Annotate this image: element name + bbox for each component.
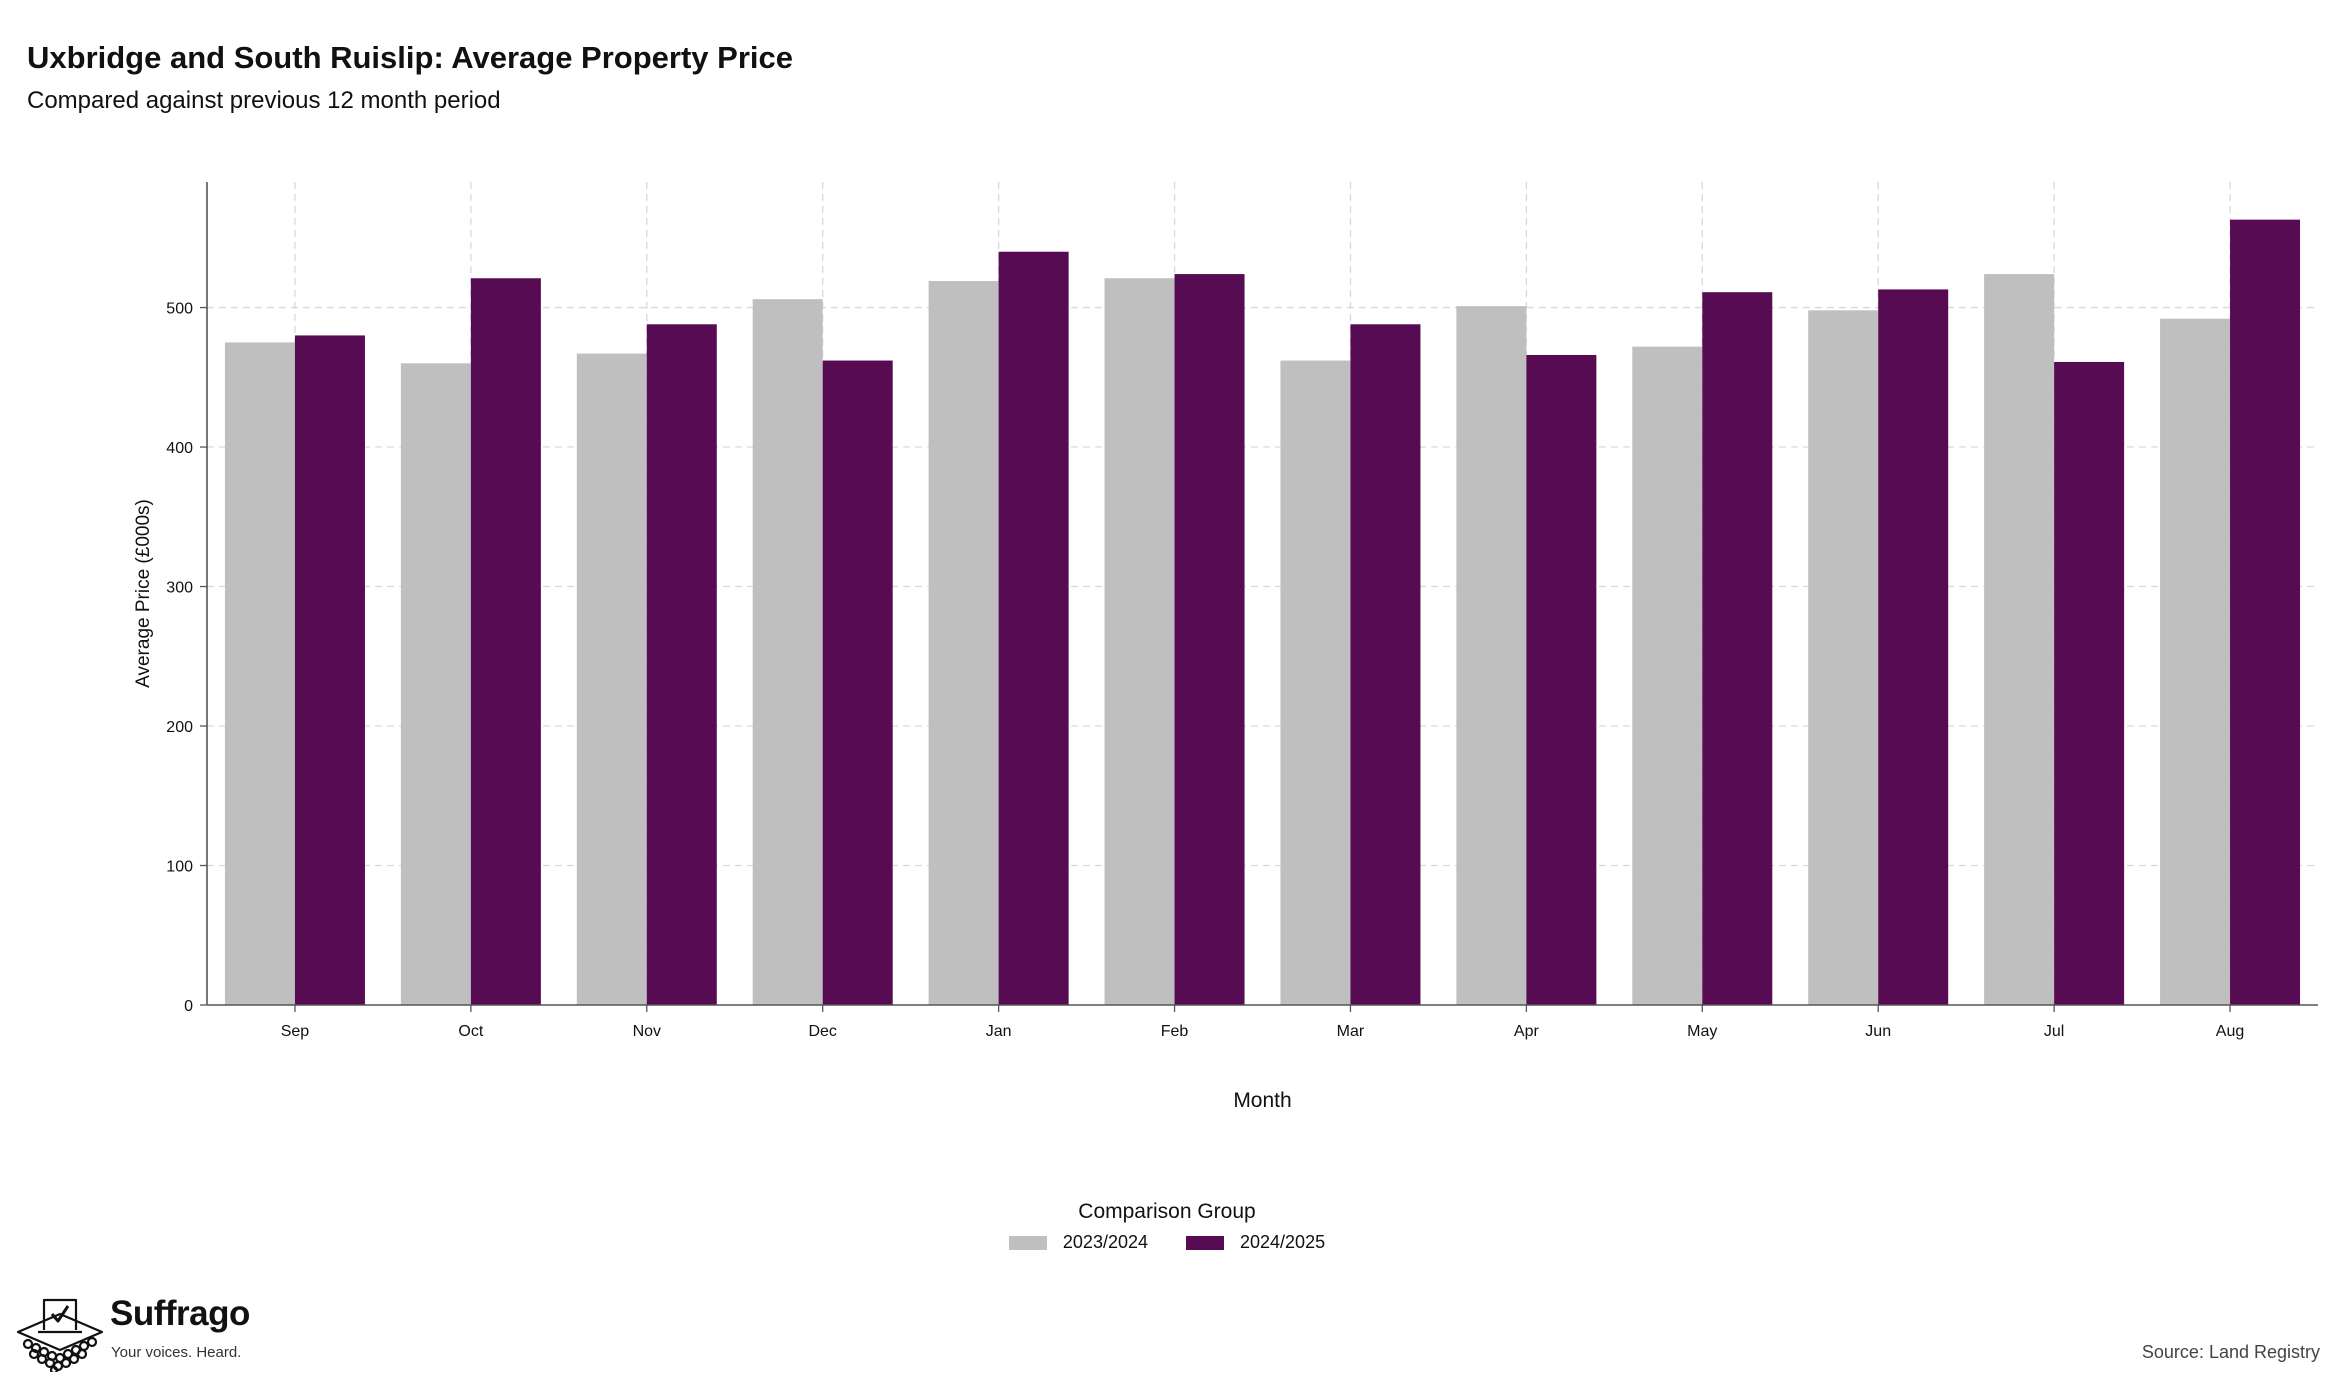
y-axis-title: Average Price (£000s) xyxy=(133,499,154,688)
x-tick-label-aug: Aug xyxy=(2216,1023,2244,1040)
bar-2024-2025-may xyxy=(1702,292,1773,1005)
x-tick-label-jan: Jan xyxy=(986,1023,1012,1040)
bar-2024-2025-dec xyxy=(822,360,893,1005)
y-tick-label: 400 xyxy=(166,440,193,457)
bar-2024-2025-sep xyxy=(294,335,365,1005)
y-tick-label: 500 xyxy=(166,301,193,318)
x-tick-label-jun: Jun xyxy=(1865,1023,1891,1040)
x-axis-title: Month xyxy=(1233,1089,1291,1112)
source-note: Source: Land Registry xyxy=(2141,1342,2320,1362)
bar-2023-2024-aug xyxy=(2160,318,2231,1006)
ballot-box-logo-icon xyxy=(16,1298,104,1372)
y-tick-label: 300 xyxy=(166,580,193,597)
bar-2024-2025-jul xyxy=(2054,361,2125,1005)
legend-swatch-2023-2024 xyxy=(1008,1235,1047,1250)
bar-2024-2025-feb xyxy=(1174,274,1245,1005)
brand-tagline: Your voices. Heard. xyxy=(111,1344,242,1361)
bar-2024-2025-oct xyxy=(470,278,541,1005)
x-tick-label-nov: Nov xyxy=(633,1023,661,1040)
bar-2023-2024-dec xyxy=(752,299,823,1006)
legend-item-2024-2025: 2024/2025 xyxy=(1186,1232,1325,1253)
bar-2023-2024-feb xyxy=(1104,278,1175,1005)
legend-title: Comparison Group xyxy=(1078,1200,1256,1223)
bar-2023-2024-may xyxy=(1632,346,1703,1006)
bar-2024-2025-mar xyxy=(1350,324,1421,1005)
brand-block: Suffrago Your voices. Heard. xyxy=(14,1292,274,1372)
x-tick-label-jul: Jul xyxy=(2044,1023,2064,1040)
bar-2024-2025-jan xyxy=(998,251,1069,1006)
legend-label-2024-2025: 2024/2025 xyxy=(1240,1232,1326,1252)
bar-2024-2025-apr xyxy=(1526,354,1597,1005)
legend-swatch-2024-2025 xyxy=(1186,1235,1224,1250)
bar-2024-2025-jun xyxy=(1878,289,1949,1006)
bar-2023-2024-nov xyxy=(576,353,647,1005)
bar-2023-2024-jul xyxy=(1984,274,2055,1005)
bar-2024-2025-aug xyxy=(2230,219,2301,1005)
x-tick-label-apr: Apr xyxy=(1514,1023,1540,1040)
chart-subtitle: Compared against previous 12 month perio… xyxy=(27,87,501,114)
bar-2023-2024-jan xyxy=(928,281,999,1006)
brand-name: Suffrago xyxy=(110,1294,250,1333)
bar-2023-2024-oct xyxy=(400,363,471,1005)
x-tick-label-may: May xyxy=(1687,1023,1717,1040)
legend: Comparison Group 2023/2024 2024/2025 xyxy=(0,1200,2334,1253)
y-tick-label: 100 xyxy=(166,859,193,876)
bar-2024-2025-nov xyxy=(646,324,717,1005)
y-tick-label: 0 xyxy=(184,998,193,1015)
bar-2023-2024-sep xyxy=(224,342,295,1005)
x-tick-label-feb: Feb xyxy=(1161,1023,1189,1040)
x-tick-label-mar: Mar xyxy=(1337,1023,1365,1040)
y-tick-label: 200 xyxy=(166,719,193,736)
x-tick-label-oct: Oct xyxy=(458,1023,483,1040)
legend-label-2023-2024: 2023/2024 xyxy=(1062,1232,1148,1252)
legend-items: 2023/2024 2024/2025 xyxy=(0,1232,2334,1253)
bar-2023-2024-mar xyxy=(1280,360,1351,1005)
bar-2023-2024-jun xyxy=(1808,310,1879,1005)
x-tick-label-sep: Sep xyxy=(281,1023,310,1040)
legend-item-2023-2024: 2023/2024 xyxy=(1008,1232,1148,1253)
x-tick-label-dec: Dec xyxy=(808,1023,836,1040)
bar-2023-2024-apr xyxy=(1456,306,1527,1005)
chart-title: Uxbridge and South Ruislip: Average Prop… xyxy=(27,40,793,75)
bar-chart: 0 100 200 300 400 500 Sep Oct Nov Dec Jan Feb Mar Apr… xyxy=(133,182,2318,1112)
